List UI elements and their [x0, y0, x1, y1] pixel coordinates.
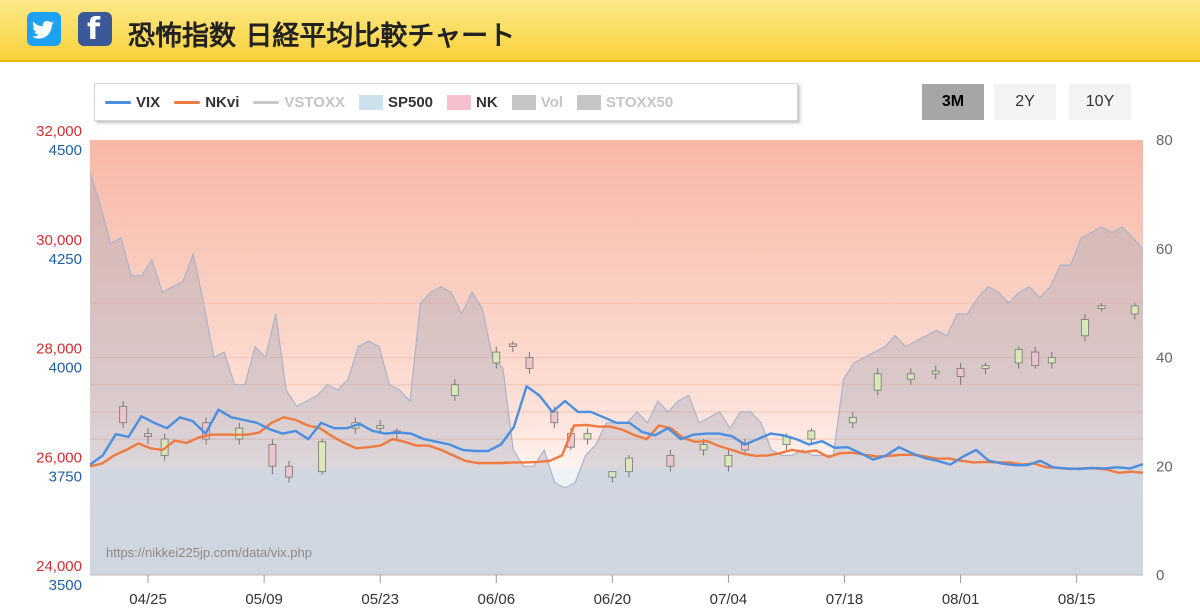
x-axis-tick-label: 08/01	[942, 591, 980, 608]
legend-swatch	[174, 100, 201, 104]
axis-right-tick: 60	[1156, 241, 1173, 258]
legend-label: NKvi	[205, 93, 240, 111]
axis-left-nk-tick: 28,000	[36, 341, 82, 358]
legend-label: VSTOXX	[284, 93, 345, 111]
nk-candle	[956, 362, 965, 385]
axis-right-tick: 80	[1156, 132, 1173, 149]
x-axis-tick-label: 08/15	[1058, 591, 1096, 608]
axis-right-tick: 20	[1156, 458, 1173, 475]
x-axis-tick-label: 07/04	[710, 591, 748, 608]
page-title: 恐怖指数 日経平均比較チャート	[128, 21, 516, 52]
x-axis-tick-label: 06/20	[594, 591, 632, 608]
nk-candle	[508, 341, 517, 353]
nk-candle	[318, 439, 327, 475]
nk-candle	[525, 352, 534, 374]
range-3m-button[interactable]: 3M	[922, 84, 984, 120]
legend-swatch	[253, 100, 280, 104]
legend-label: Vol	[540, 93, 563, 111]
legend-label: SP500	[387, 93, 434, 111]
nk-candle	[848, 411, 857, 429]
legend-label: VIX	[136, 93, 161, 111]
nk-candle	[1081, 314, 1089, 342]
nk-candle	[1047, 352, 1056, 369]
nk-candle	[1130, 303, 1139, 320]
axis-left-sp-tick: 4500	[49, 142, 82, 159]
series-vol-area	[90, 172, 1143, 575]
nk-candle	[450, 379, 459, 401]
nk-candle	[873, 368, 882, 396]
x-axis-tick-label: 04/25	[129, 591, 167, 608]
nk-candle	[1031, 346, 1040, 369]
legend-item-nkvi[interactable]: NKvi	[174, 94, 239, 111]
legend-swatch	[358, 94, 383, 110]
nk-candle	[268, 439, 277, 475]
legend-label: STOXX50	[605, 93, 674, 111]
legend-swatch	[447, 94, 472, 110]
axis-left-sp-tick: 3750	[49, 468, 82, 485]
axis-left-sp-tick: 4250	[49, 251, 82, 268]
nk-candle	[1097, 303, 1106, 312]
nk-candle	[492, 346, 501, 369]
axis-left-sp-tick: 4000	[49, 360, 82, 377]
axis-left-nk-tick: 30,000	[36, 232, 82, 249]
twitter-icon[interactable]	[27, 12, 61, 46]
legend-swatch	[511, 94, 536, 110]
nk-candle	[119, 401, 128, 429]
x-axis-tick-label: 06/06	[478, 591, 516, 608]
axis-left-nk-tick: 24,000	[36, 558, 82, 575]
watermark-text: https://nikkei225jp.com/data/vix.php	[106, 545, 312, 560]
nk-candle	[981, 362, 990, 374]
axis-right-tick: 40	[1156, 350, 1173, 367]
axis-right-tick: 0	[1156, 567, 1164, 584]
x-axis-tick-label: 05/09	[245, 591, 283, 608]
nk-candle	[807, 428, 816, 445]
legend-swatch	[576, 94, 601, 110]
nk-candle	[625, 455, 633, 478]
nk-candle	[906, 368, 915, 385]
x-axis-tick-label: 07/18	[826, 591, 864, 608]
nk-candle	[285, 460, 293, 483]
axis-left-nk-tick: 32,000	[36, 123, 82, 140]
axis-left-nk-tick: 26,000	[36, 449, 82, 466]
range-10y-button[interactable]: 10Y	[1069, 84, 1131, 120]
legend-item-vix[interactable]: VIX	[105, 94, 160, 111]
legend-item-vstoxx[interactable]: VSTOXX	[253, 94, 345, 111]
legend-item-stoxx50[interactable]: STOXX50	[576, 93, 674, 111]
chart-legend: VIX NKvi VSTOXX SP500 NK Vol STOXX50	[94, 83, 798, 121]
legend-item-sp500[interactable]: SP500	[358, 93, 434, 111]
legend-label: NK	[476, 93, 498, 111]
nk-candle	[1014, 346, 1023, 369]
nk-candle	[724, 449, 733, 472]
facebook-icon[interactable]: f	[78, 12, 112, 47]
range-2y-button[interactable]: 2Y	[994, 84, 1056, 120]
axis-left-sp-tick: 3500	[49, 577, 82, 594]
nk-candle	[666, 449, 675, 472]
legend-swatch	[105, 100, 131, 104]
series-vix-line	[89, 385, 1144, 471]
nk-candle	[931, 365, 940, 380]
nk-candle	[608, 471, 617, 483]
nk-candle	[583, 428, 592, 445]
x-axis-tick-label: 05/23	[361, 591, 399, 608]
header-bar	[0, 0, 1200, 62]
legend-item-vol[interactable]: Vol	[511, 93, 563, 111]
legend-item-nk[interactable]: NK	[447, 94, 498, 111]
nk-candle	[144, 428, 152, 445]
